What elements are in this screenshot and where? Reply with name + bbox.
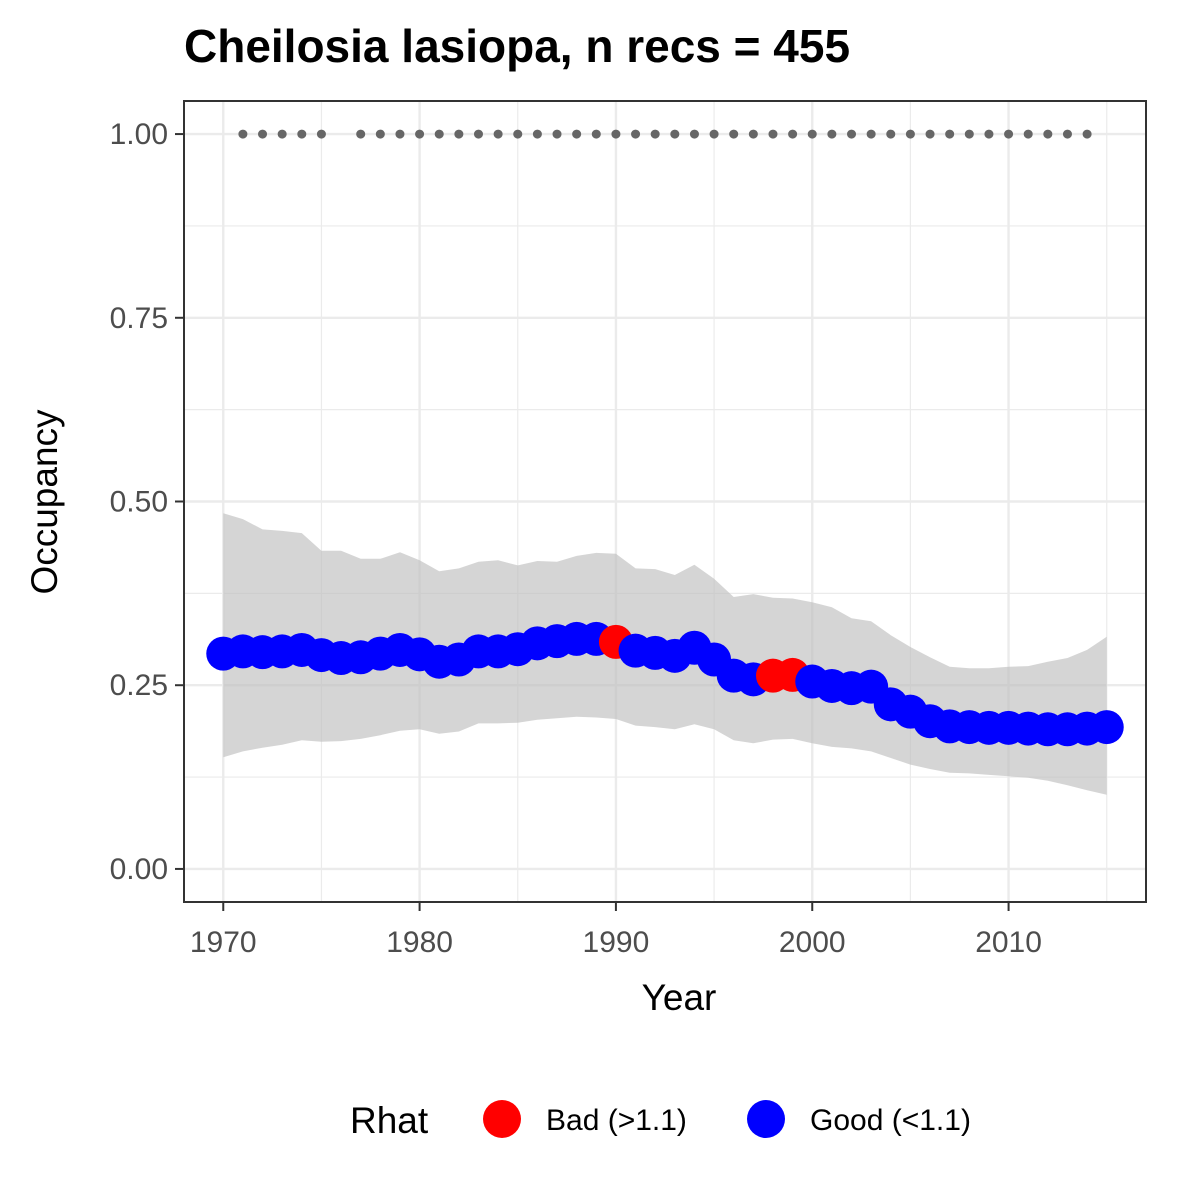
- record-marker: [277, 129, 287, 139]
- record-marker: [827, 129, 837, 139]
- legend: Rhat Bad (>1.1) Good (<1.1): [350, 1100, 971, 1141]
- record-marker: [375, 129, 385, 139]
- record-marker: [709, 129, 719, 139]
- record-marker: [650, 129, 660, 139]
- record-marker: [886, 129, 896, 139]
- record-marker: [297, 129, 307, 139]
- record-marker: [631, 129, 641, 139]
- chart-title: Cheilosia lasiopa, n recs = 455: [184, 20, 850, 72]
- record-marker: [434, 129, 444, 139]
- record-marker: [807, 129, 817, 139]
- occupancy-point-good: [1089, 710, 1124, 745]
- x-axis-title: Year: [642, 977, 717, 1018]
- record-marker: [788, 129, 798, 139]
- record-marker: [258, 129, 268, 139]
- record-marker: [395, 129, 405, 139]
- record-marker: [1043, 129, 1053, 139]
- legend-key-bad: [483, 1100, 521, 1138]
- record-marker: [847, 129, 857, 139]
- record-marker: [552, 129, 562, 139]
- record-marker: [454, 129, 464, 139]
- record-marker: [905, 129, 915, 139]
- record-marker: [866, 129, 876, 139]
- record-marker: [532, 129, 542, 139]
- y-tick-label: 0.00: [110, 853, 168, 886]
- legend-key-good: [747, 1100, 785, 1138]
- record-marker: [945, 129, 955, 139]
- record-marker: [415, 129, 425, 139]
- record-marker: [473, 129, 483, 139]
- record-marker: [748, 129, 758, 139]
- y-tick-label: 0.75: [110, 302, 168, 335]
- occupancy-points: [206, 621, 1124, 747]
- plot-panel: 0.00 0.25 0.50 0.75 1.00 1970 1980 1990 2000 2010: [110, 100, 1147, 959]
- y-tick-label: 0.50: [110, 486, 168, 519]
- x-tick-label: 1970: [190, 926, 257, 959]
- record-marker: [611, 129, 621, 139]
- y-tick-label: 0.25: [110, 669, 168, 702]
- record-marker: [925, 129, 935, 139]
- record-marker: [1082, 129, 1092, 139]
- record-marker: [984, 129, 994, 139]
- record-marker: [1062, 129, 1072, 139]
- record-marker: [356, 129, 366, 139]
- x-tick-label: 1990: [583, 926, 650, 959]
- record-marker: [1023, 129, 1033, 139]
- x-tick-label: 2010: [975, 926, 1042, 959]
- record-marker: [689, 129, 699, 139]
- y-tick-label: 1.00: [110, 118, 168, 151]
- record-marker: [591, 129, 601, 139]
- record-marker: [238, 129, 248, 139]
- legend-title: Rhat: [350, 1100, 429, 1141]
- record-markers: [238, 129, 1092, 139]
- record-marker: [1004, 129, 1014, 139]
- record-marker: [768, 129, 778, 139]
- x-tick-label: 2000: [779, 926, 846, 959]
- record-marker: [964, 129, 974, 139]
- record-marker: [729, 129, 739, 139]
- record-marker: [670, 129, 680, 139]
- legend-label-good: Good (<1.1): [810, 1104, 971, 1137]
- record-marker: [316, 129, 326, 139]
- x-tick-label: 1980: [386, 926, 453, 959]
- y-axis-title: Occupancy: [24, 409, 65, 595]
- record-marker: [493, 129, 503, 139]
- axes: 0.00 0.25 0.50 0.75 1.00 1970 1980 1990 2000 2010: [110, 118, 1042, 959]
- record-marker: [572, 129, 582, 139]
- legend-label-bad: Bad (>1.1): [546, 1104, 687, 1137]
- record-marker: [513, 129, 523, 139]
